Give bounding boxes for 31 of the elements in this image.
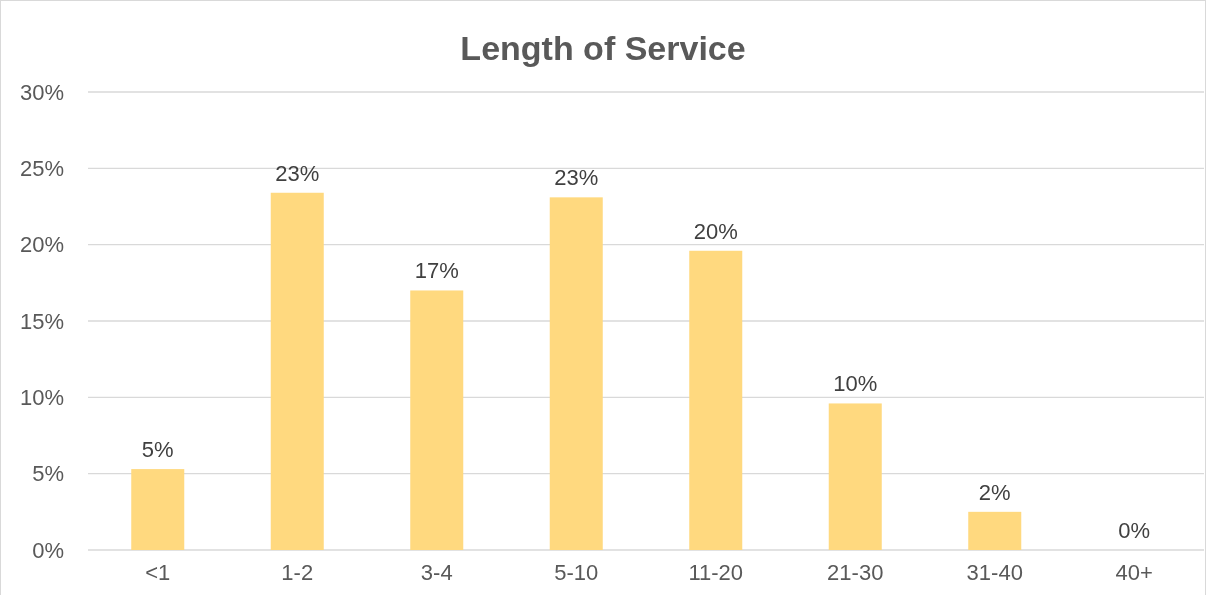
data-label: 10% [833,371,878,397]
y-tick-label: 30% [19,79,64,105]
data-label: 17% [414,258,459,284]
data-label: 20% [693,218,738,244]
x-tick-label: 1-2 [281,560,314,585]
x-tick-label: <1 [145,560,171,585]
data-label: 0% [1118,518,1151,543]
bar [410,290,464,550]
data-label: 23% [275,160,320,186]
bar [131,469,185,550]
y-tick-label: 25% [19,156,64,182]
bar [549,197,603,550]
x-tick-label: 40+ [1115,560,1153,585]
bar [270,192,324,550]
bar [968,511,1022,550]
bar [828,403,882,550]
y-tick-label: 0% [32,537,64,563]
x-tick-label: 31-40 [966,560,1023,585]
y-tick-label: 10% [19,385,64,411]
x-tick-label: 11-20 [688,560,744,585]
x-tick-label: 21-30 [827,560,884,585]
chart-title: Length of Service [460,29,746,67]
x-tick-label: 3-4 [420,560,453,585]
data-label: 23% [554,165,599,191]
data-label: 2% [978,479,1011,505]
y-tick-label: 5% [32,461,64,487]
bar [689,250,743,550]
x-tick-label: 5-10 [554,560,599,585]
y-tick-label: 20% [19,232,64,258]
y-tick-label: 15% [19,308,64,334]
data-label: 5% [141,437,174,463]
